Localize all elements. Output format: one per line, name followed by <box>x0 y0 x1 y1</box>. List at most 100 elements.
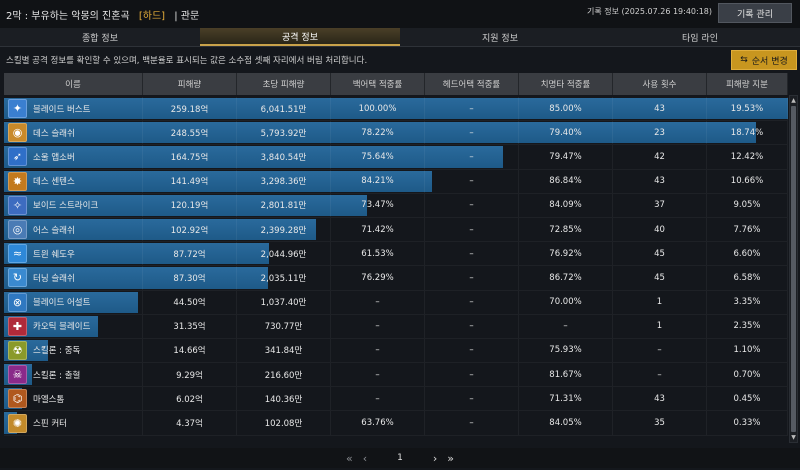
col-uses-cell: 35 <box>613 411 707 435</box>
difficulty-label: [하드] <box>138 10 166 22</box>
tab-bar: 종합 정보 공격 정보 지원 정보 타임 라인 <box>0 28 800 47</box>
col-crit-cell: 85.00% <box>519 97 613 121</box>
col-damage-cell: 87.30억 <box>143 266 237 290</box>
col-share-cell: 1.10% <box>707 338 788 363</box>
table-row[interactable]: ✧ 보이드 스트라이크 120.19억 2,801.81만 73.47% –84.09% 3… <box>4 193 788 218</box>
table-row[interactable]: ◉ 데스 슬래쉬 248.55억 5,793.92만 78.22% –79.40% 23 18… <box>4 121 788 146</box>
col-name-cell: ➶ 소울 앱소버 <box>4 145 143 169</box>
table-row[interactable]: ≈ 트윈 쉐도우 87.72억 2,044.96만 61.53% –76.92% 45 6.6… <box>4 242 788 267</box>
table-row[interactable]: ⊗ 블레이드 어설트 44.50억 1,037.40만 – –70.00% 1 3.35% <box>4 290 788 315</box>
twin-shadow-icon: ≈ <box>8 244 27 264</box>
table-row[interactable]: ➶ 소울 앱소버 164.75억 3,840.54만 75.64% –79.47% 42 12… <box>4 145 788 170</box>
col-crit-cell: – <box>519 314 613 338</box>
chaotic-blade-icon: ✚ <box>8 316 27 336</box>
table-row[interactable]: ☢ 스킬론 : 중독 14.66억 341.84만 – –75.93% –1.10% <box>4 338 788 364</box>
col-crit-cell: 84.09% <box>519 193 613 217</box>
col-dps-cell: 730.77만 <box>237 314 331 338</box>
col-name-cell: ⌬ 마엘스톰 <box>4 387 143 411</box>
table-row[interactable]: ✦ 블레이드 버스트 259.18억 6,041.51만 100.00% –85.00% 4… <box>4 97 788 122</box>
col-crit-cell: 86.72% <box>519 266 613 290</box>
col-uses-cell: 43 <box>613 169 707 193</box>
col-crit-cell: 81.67% <box>519 363 613 387</box>
col-name-cell: ⊗ 블레이드 어설트 <box>4 290 143 314</box>
table-row[interactable]: ☠ 스킬론 : 출혈 9.29억 216.60만 – –81.67% –0.70% <box>4 363 788 388</box>
col-uses-header[interactable]: 사용 횟수 <box>613 73 707 95</box>
col-dps-cell: 3,840.54만 <box>237 145 331 169</box>
col-name-header[interactable]: 이름 <box>4 73 143 95</box>
col-dps-header[interactable]: 초당 피해량 <box>237 73 331 95</box>
col-crit-cell: 76.92% <box>519 242 613 266</box>
col-uses-cell: – <box>613 338 707 363</box>
col-name-cell: ✸ 데스 센텐스 <box>4 169 143 193</box>
col-damage-header[interactable]: 피해량 <box>143 73 237 95</box>
scroll-thumb[interactable] <box>791 106 796 432</box>
col-share-header[interactable]: 피해량 지분 <box>707 73 788 95</box>
col-share-cell: 0.45% <box>707 387 788 411</box>
col-name-cell: ☢ 스킬론 : 중독 <box>4 338 143 363</box>
col-head-attack-cell: – <box>425 217 519 242</box>
table-row[interactable]: ✺ 스핀 커터 4.37억 102.08만 63.76% –84.05% 35 0.33% <box>4 411 788 436</box>
col-back-attack-header[interactable]: 백어택 적중률 <box>331 73 425 95</box>
table-row[interactable]: ✸ 데스 센텐스 141.49억 3,298.36만 84.21% –86.84% 43 10… <box>4 169 788 194</box>
skill-name: 트윈 쉐도우 <box>33 249 75 260</box>
last-page-icon[interactable]: » <box>447 451 454 465</box>
damage-share-bar <box>4 98 788 120</box>
tab-overview[interactable]: 종합 정보 <box>82 33 118 44</box>
col-share-cell: 7.76% <box>707 217 788 242</box>
damage-share-bar <box>4 146 503 168</box>
col-dps-cell: 140.36만 <box>237 387 331 411</box>
scroll-down-icon[interactable]: ▼ <box>791 434 796 441</box>
skill-name: 스킬론 : 중독 <box>33 346 81 357</box>
col-damage-cell: 120.19억 <box>143 193 237 217</box>
col-crit-header[interactable]: 치명타 적중률 <box>519 73 613 95</box>
col-damage-cell: 259.18억 <box>143 97 237 121</box>
next-page-icon[interactable]: › <box>432 451 438 465</box>
table-row[interactable]: ↻ 터닝 슬래쉬 87.30억 2,035.11만 76.29% –86.72% 45 6.5… <box>4 266 788 291</box>
col-uses-cell: 1 <box>613 314 707 338</box>
col-uses-cell: 40 <box>613 217 707 242</box>
col-damage-cell: 102.92억 <box>143 217 237 242</box>
table-row[interactable]: ◎ 어스 슬래쉬 102.92억 2,399.28만 71.42% –72.85% 40 7.… <box>4 217 788 243</box>
col-dps-cell: 2,044.96만 <box>237 242 331 266</box>
skill-table: 이름 피해량 초당 피해량 백어택 적중률 헤드어택 적중률 치명타 적중률 사용 횟수 피해… <box>4 73 788 436</box>
col-head-attack-cell: – <box>425 266 519 290</box>
tab-attack[interactable]: 공격 정보 <box>200 28 400 46</box>
skill-name: 터닝 슬래쉬 <box>33 273 75 284</box>
col-crit-cell: 75.93% <box>519 338 613 363</box>
col-damage-cell: 164.75억 <box>143 145 237 169</box>
sort-change-button[interactable]: ⇆ 순서 변경 <box>731 50 797 70</box>
record-manage-button[interactable]: 기록 관리 <box>718 3 792 23</box>
col-share-cell: 12.42% <box>707 145 788 169</box>
skill-name: 스킬론 : 출혈 <box>33 370 81 381</box>
col-name-cell: ☠ 스킬론 : 출혈 <box>4 363 143 387</box>
col-damage-cell: 44.50억 <box>143 290 237 314</box>
prev-page-icon[interactable]: ‹ <box>362 451 368 465</box>
col-damage-cell: 248.55억 <box>143 121 237 145</box>
col-head-attack-cell: – <box>425 169 519 193</box>
skill-name: 데스 슬래쉬 <box>33 128 75 139</box>
tab-timeline[interactable]: 타임 라인 <box>682 33 718 44</box>
damage-share-bar <box>4 218 316 241</box>
table-row[interactable]: ⌬ 마엘스톰 6.02억 140.36만 – –71.31% 43 0.45% <box>4 387 788 412</box>
sort-change-label: 순서 변경 <box>751 56 788 67</box>
col-crit-cell: 79.40% <box>519 121 613 145</box>
col-dps-cell: 216.60만 <box>237 363 331 387</box>
skill-name: 어스 슬래쉬 <box>33 225 75 236</box>
tab-support[interactable]: 지원 정보 <box>482 33 518 44</box>
poison-icon: ☢ <box>8 340 27 360</box>
page-number[interactable]: 1 <box>397 453 403 463</box>
scroll-up-icon[interactable]: ▲ <box>791 97 796 104</box>
spin-cutter-icon: ✺ <box>8 413 27 433</box>
col-damage-cell: 14.66억 <box>143 338 237 363</box>
scrollbar[interactable]: ▲ ▼ <box>789 95 798 443</box>
col-share-cell: 0.70% <box>707 363 788 387</box>
col-name-cell: ≈ 트윈 쉐도우 <box>4 242 143 266</box>
first-page-icon[interactable]: « <box>345 451 353 465</box>
col-back-attack-cell: 63.76% <box>331 411 425 435</box>
col-head-attack-header[interactable]: 헤드어택 적중률 <box>425 73 519 95</box>
col-name-cell: ✺ 스핀 커터 <box>4 411 143 435</box>
table-row[interactable]: ✚ 카오틱 블레이드 31.35억 730.77만 – – –1 2.35% <box>4 314 788 339</box>
damage-share-bar <box>4 267 269 289</box>
col-dps-cell: 341.84만 <box>237 338 331 363</box>
col-uses-cell: 23 <box>613 121 707 145</box>
